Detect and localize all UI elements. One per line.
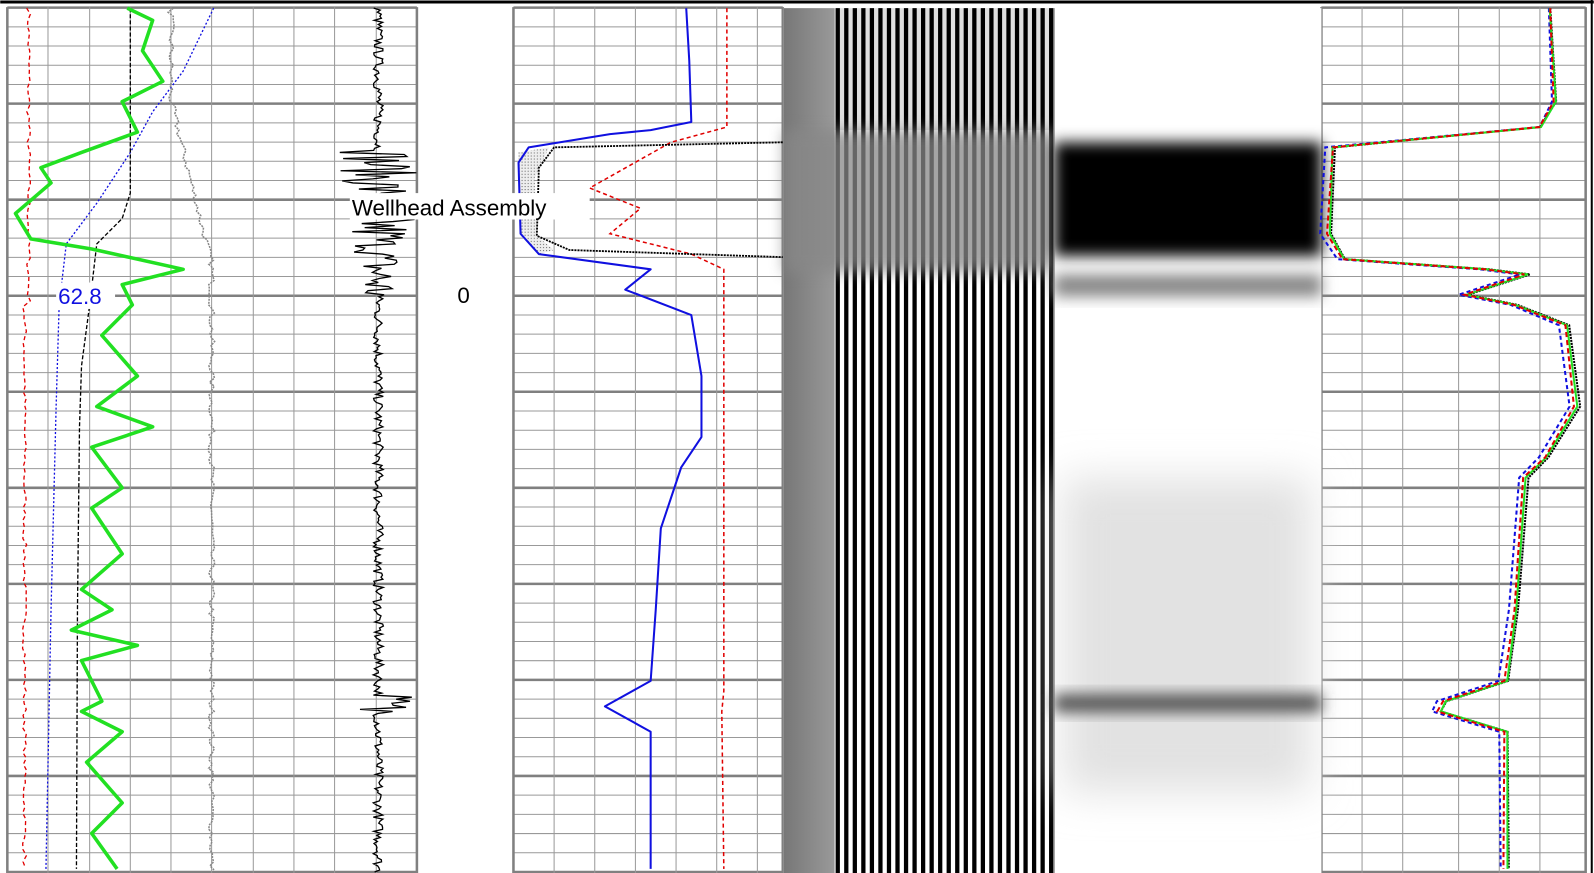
vdl-stripe — [903, 8, 909, 873]
track5-curves — [1319, 8, 1582, 869]
vdl-stripes — [834, 8, 1055, 873]
vdl-stripe — [869, 8, 875, 873]
marker-label: Wellhead Assembly — [352, 195, 547, 220]
vdl-track — [783, 8, 1055, 873]
track-grids — [6, 6, 1587, 873]
vdl-stripe — [861, 8, 866, 873]
vdl-stripe — [997, 8, 1003, 873]
curve — [21, 7, 32, 869]
image-light-zone — [1062, 477, 1312, 793]
vdl-stripe — [878, 8, 883, 873]
vdl-stripe — [963, 8, 968, 873]
vdl-stripe — [955, 8, 960, 873]
curve — [13, 6, 185, 870]
curve — [45, 7, 215, 869]
vdl-gap — [834, 8, 1055, 131]
vdl-stripe — [912, 8, 917, 873]
vdl-stripe — [972, 8, 977, 873]
vdl-stripe — [1023, 8, 1028, 873]
fill-area — [518, 147, 555, 255]
vdl-stripe — [929, 8, 934, 873]
vdl-stripe — [946, 8, 951, 873]
vdl-stripe — [1006, 8, 1011, 873]
vdl-stripe — [852, 8, 857, 873]
curve-value: 62.8 — [58, 284, 101, 309]
vdl-stripe — [895, 8, 900, 873]
vdl-stripe — [1049, 8, 1054, 873]
image-dark-band — [1054, 142, 1322, 257]
track1-curves — [13, 6, 417, 873]
vdl-stripe — [886, 8, 892, 873]
vdl-stripe — [920, 8, 926, 873]
curve — [517, 8, 703, 869]
curve — [166, 7, 216, 871]
vdl-stripe — [938, 8, 943, 873]
label-bg — [56, 282, 116, 309]
label-bg — [349, 193, 590, 220]
image-track — [1054, 8, 1322, 873]
curve — [1319, 8, 1571, 869]
vdl-stripe — [989, 8, 994, 873]
curve — [1325, 8, 1576, 869]
vdl-stripe — [1031, 8, 1037, 873]
vdl-stripe — [844, 8, 849, 873]
vdl-stripe — [1014, 8, 1020, 873]
curve — [339, 7, 417, 873]
depth-label: 0 — [457, 283, 469, 308]
vdl-stripe — [980, 8, 986, 873]
vdl-stripe — [835, 8, 840, 873]
curve — [587, 8, 728, 869]
image-grey-band — [1054, 274, 1322, 297]
vdl-stripe — [1040, 8, 1045, 873]
image-band — [1054, 694, 1322, 713]
vdl-casing-zone — [783, 130, 1055, 273]
